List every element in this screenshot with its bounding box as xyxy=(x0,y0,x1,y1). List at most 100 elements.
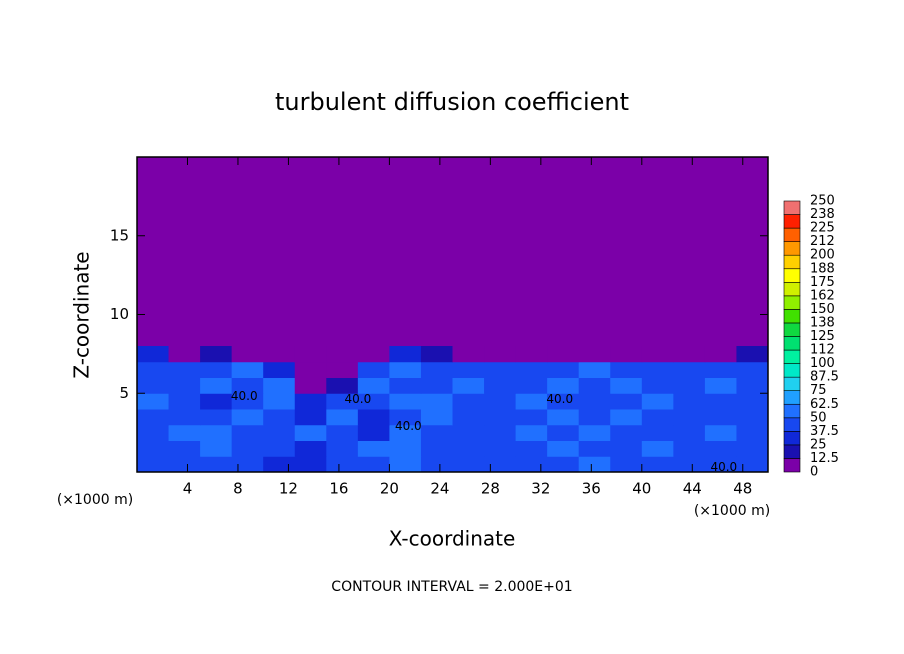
x-unit: (×1000 m) xyxy=(694,503,770,519)
x-tick-label: 8 xyxy=(233,480,243,498)
contour-label: 40.0 xyxy=(344,392,371,406)
cell xyxy=(610,393,643,410)
x-axis-label: X-coordinate xyxy=(389,527,516,551)
cell xyxy=(420,424,453,441)
cell xyxy=(200,361,233,378)
colorbar-label: 212 xyxy=(810,234,835,249)
colorbar-band xyxy=(783,227,801,242)
colorbar-label: 138 xyxy=(810,315,835,330)
colorbar-label: 150 xyxy=(810,302,835,317)
cell xyxy=(389,393,422,410)
contour-label: 40.0 xyxy=(231,389,258,403)
cell xyxy=(547,456,580,473)
cell xyxy=(294,361,327,378)
cell xyxy=(326,456,359,473)
colorbar-label: 50 xyxy=(810,410,827,425)
cell xyxy=(515,424,548,441)
cell xyxy=(736,346,769,363)
cell xyxy=(673,409,706,426)
colorbar-band xyxy=(783,241,801,256)
cell xyxy=(357,409,390,426)
cell xyxy=(547,424,580,441)
colorbar-label: 100 xyxy=(810,356,835,371)
colorbar-band xyxy=(783,390,801,405)
colorbar-band xyxy=(783,322,801,337)
x-tick-label: 16 xyxy=(329,480,348,498)
contour-label: 40.0 xyxy=(546,392,573,406)
cell xyxy=(200,409,233,426)
cell xyxy=(294,409,327,426)
cell xyxy=(641,346,674,363)
cell xyxy=(294,456,327,473)
cell xyxy=(578,456,611,473)
x-tick-label: 32 xyxy=(531,480,550,498)
colorbar-band xyxy=(783,349,801,364)
cell xyxy=(578,424,611,441)
colorbar-label: 188 xyxy=(810,261,835,276)
cell xyxy=(610,456,643,473)
cell xyxy=(137,409,170,426)
cell xyxy=(641,393,674,410)
cell xyxy=(673,424,706,441)
colorbar-label: 175 xyxy=(810,275,835,290)
cell xyxy=(168,424,201,441)
cell xyxy=(137,361,170,378)
cell xyxy=(515,409,548,426)
colorbar-label: 200 xyxy=(810,248,835,263)
cell xyxy=(200,424,233,441)
cell xyxy=(736,424,769,441)
cell xyxy=(263,361,296,378)
cell xyxy=(231,456,264,473)
cell xyxy=(547,346,580,363)
cell xyxy=(326,377,359,394)
cell xyxy=(263,424,296,441)
footer: CONTOUR INTERVAL = 2.000E+01 xyxy=(331,579,572,595)
colorbar-label: 0 xyxy=(810,465,818,480)
cell xyxy=(168,346,201,363)
cell xyxy=(357,440,390,457)
colorbar-band xyxy=(783,458,801,473)
colorbar-label: 75 xyxy=(810,383,827,398)
colorbar-band xyxy=(783,376,801,391)
cell xyxy=(357,377,390,394)
cell xyxy=(231,346,264,363)
cell xyxy=(389,456,422,473)
cell xyxy=(484,424,517,441)
cell xyxy=(515,456,548,473)
cell xyxy=(484,361,517,378)
cell xyxy=(484,456,517,473)
cell xyxy=(673,377,706,394)
cell xyxy=(326,440,359,457)
cell xyxy=(673,346,706,363)
cell xyxy=(231,393,264,410)
cell xyxy=(263,377,296,394)
y-tick-label: 5 xyxy=(119,384,129,402)
cell xyxy=(420,361,453,378)
colorbar-band xyxy=(783,214,801,229)
colorbar-label: 225 xyxy=(810,221,835,236)
cell xyxy=(137,393,170,410)
cell xyxy=(515,361,548,378)
cell xyxy=(294,393,327,410)
colorbar-label: 62.5 xyxy=(810,397,839,412)
cell xyxy=(137,346,170,363)
cell xyxy=(452,456,485,473)
chart-title: turbulent diffusion coefficient xyxy=(275,88,629,116)
cell xyxy=(294,346,327,363)
x-tick-label: 12 xyxy=(279,480,298,498)
colorbar-band xyxy=(783,417,801,432)
cell xyxy=(168,361,201,378)
cell xyxy=(168,377,201,394)
cell xyxy=(484,377,517,394)
x-tick-label: 20 xyxy=(380,480,399,498)
cell xyxy=(704,393,737,410)
cell xyxy=(610,440,643,457)
cell xyxy=(357,424,390,441)
cell xyxy=(547,409,580,426)
cell xyxy=(168,409,201,426)
contour-label: 40.0 xyxy=(710,460,737,474)
cell xyxy=(389,440,422,457)
cell xyxy=(200,393,233,410)
cell xyxy=(137,456,170,473)
